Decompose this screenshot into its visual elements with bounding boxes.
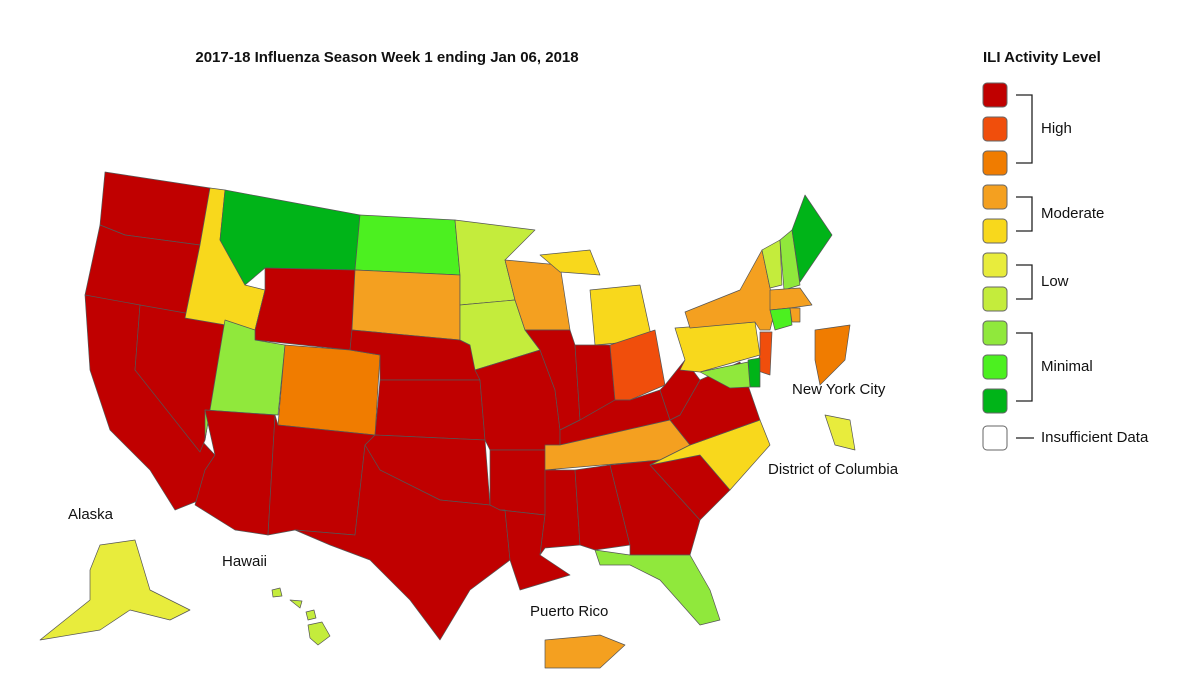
legend-bracket [1016, 196, 1033, 232]
region [204, 319, 286, 441]
legend-label: Moderate [1041, 205, 1104, 222]
legend-label: High [1041, 120, 1072, 137]
legend-swatch [982, 320, 1008, 346]
legend-swatch [982, 286, 1008, 312]
map-label: New York City [792, 381, 886, 398]
region [791, 194, 833, 283]
map-label: Hawaii [222, 553, 267, 570]
legend-title: ILI Activity Level [983, 49, 1101, 66]
region [684, 249, 776, 331]
region [351, 269, 461, 341]
legend-swatch [982, 82, 1008, 108]
legend-swatch [982, 116, 1008, 142]
legend-swatch [982, 425, 1008, 451]
region [374, 379, 486, 441]
region [761, 239, 783, 289]
region [39, 539, 191, 641]
legend-swatch [982, 388, 1008, 414]
region [659, 359, 701, 421]
map-label: District of Columbia [768, 461, 899, 478]
region [254, 267, 356, 351]
region [699, 361, 751, 389]
region [769, 287, 813, 311]
region [544, 634, 626, 669]
region [294, 444, 511, 641]
legend-bracket [1016, 264, 1033, 300]
region [539, 469, 581, 556]
legend-swatch [982, 218, 1008, 244]
legend-label: Insufficient Data [1041, 429, 1149, 446]
legend: High Moderate Low Minimal Insufficient Data [982, 82, 1149, 451]
legend-swatch [982, 354, 1008, 380]
region [354, 214, 461, 276]
legend-label: Low [1041, 273, 1069, 290]
map [39, 171, 856, 669]
region [574, 464, 631, 551]
map-title: 2017-18 Influenza Season Week 1 ending J… [195, 49, 578, 66]
region [779, 229, 801, 291]
legend-label: Minimal [1041, 358, 1093, 375]
region [594, 549, 721, 626]
region [814, 324, 851, 386]
legend-swatch [982, 150, 1008, 176]
region [824, 414, 856, 451]
region [277, 344, 381, 436]
region [769, 307, 793, 331]
legend-swatch [982, 252, 1008, 278]
region [609, 329, 666, 401]
map-label: Alaska [68, 506, 114, 523]
map-label: Puerto Rico [530, 603, 608, 620]
legend-bracket [1016, 332, 1033, 402]
region [789, 307, 801, 323]
legend-bracket [1016, 94, 1033, 164]
region [271, 587, 331, 646]
legend-swatch [982, 184, 1008, 210]
